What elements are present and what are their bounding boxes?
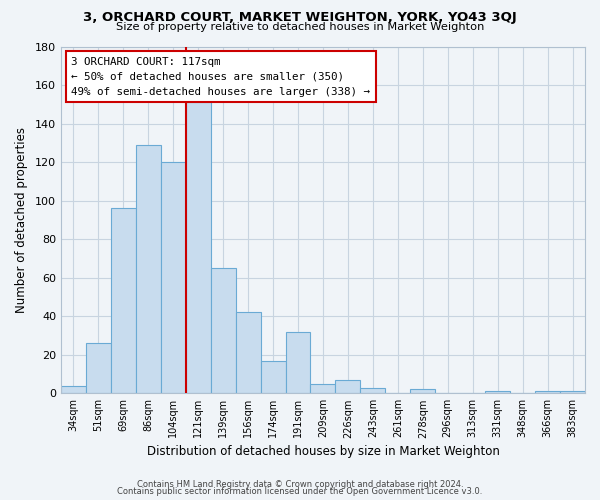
Bar	[410, 390, 435, 394]
Bar	[361, 388, 385, 394]
Y-axis label: Number of detached properties: Number of detached properties	[15, 127, 28, 313]
Bar	[111, 208, 136, 394]
Bar	[485, 392, 510, 394]
Bar	[236, 312, 260, 394]
Bar	[86, 343, 111, 394]
X-axis label: Distribution of detached houses by size in Market Weighton: Distribution of detached houses by size …	[146, 444, 499, 458]
Bar	[186, 102, 211, 394]
Bar	[286, 332, 310, 394]
Text: Contains HM Land Registry data © Crown copyright and database right 2024.: Contains HM Land Registry data © Crown c…	[137, 480, 463, 489]
Text: 3 ORCHARD COURT: 117sqm
← 50% of detached houses are smaller (350)
49% of semi-d: 3 ORCHARD COURT: 117sqm ← 50% of detache…	[71, 57, 370, 96]
Text: 3, ORCHARD COURT, MARKET WEIGHTON, YORK, YO43 3QJ: 3, ORCHARD COURT, MARKET WEIGHTON, YORK,…	[83, 11, 517, 24]
Bar	[310, 384, 335, 394]
Bar	[260, 360, 286, 394]
Text: Size of property relative to detached houses in Market Weighton: Size of property relative to detached ho…	[116, 22, 484, 32]
Bar	[560, 392, 585, 394]
Bar	[136, 145, 161, 394]
Text: Contains public sector information licensed under the Open Government Licence v3: Contains public sector information licen…	[118, 487, 482, 496]
Bar	[61, 386, 86, 394]
Bar	[335, 380, 361, 394]
Bar	[161, 162, 186, 394]
Bar	[211, 268, 236, 394]
Bar	[535, 392, 560, 394]
